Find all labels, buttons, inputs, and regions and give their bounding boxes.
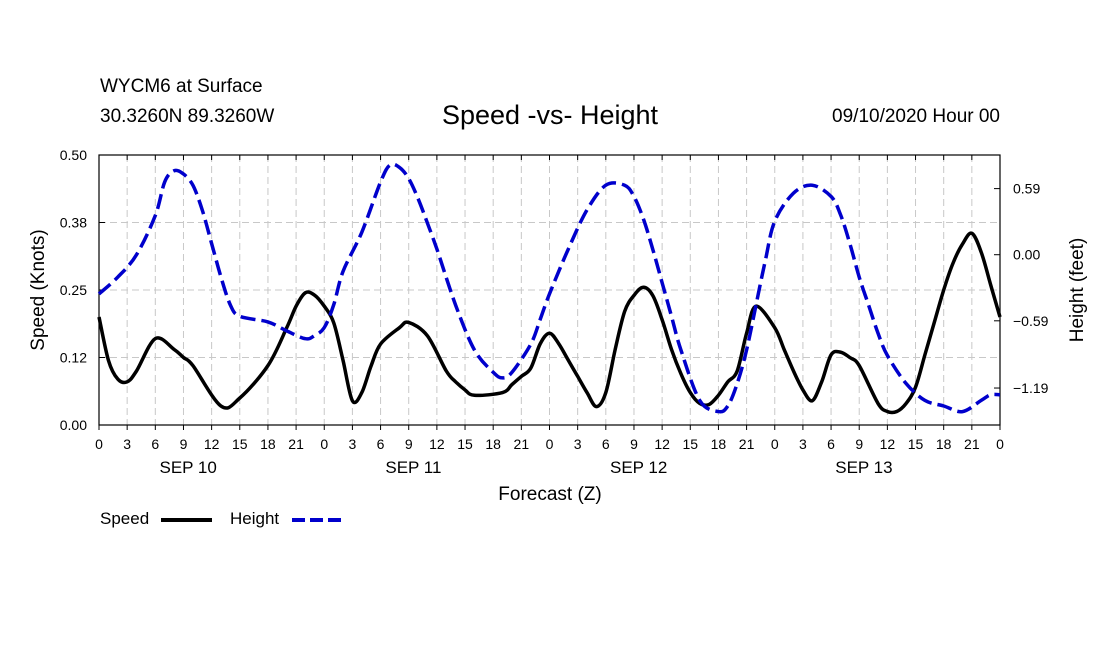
legend-speed-label: Speed [100, 509, 150, 528]
x-tick-label: 15 [232, 436, 248, 452]
x-tick-label: 9 [630, 436, 638, 452]
x-tick-label: 12 [654, 436, 670, 452]
day-label: SEP 12 [610, 458, 667, 477]
x-tick-label: 21 [964, 436, 980, 452]
y-left-tick-label: 0.25 [60, 282, 87, 298]
legend-height-label: Height [230, 509, 280, 528]
x-tick-label: 9 [405, 436, 413, 452]
y-left-tick-label: 0.12 [60, 350, 87, 366]
day-label: SEP 11 [385, 458, 441, 477]
x-tick-label: 3 [349, 436, 357, 452]
station-label: WYCM6 at Surface [100, 76, 263, 97]
x-tick-label: 18 [711, 436, 727, 452]
x-tick-label: 15 [457, 436, 473, 452]
x-tick-label: 9 [855, 436, 863, 452]
y-left-tick-label: 0.00 [60, 417, 87, 433]
x-tick-label: 12 [429, 436, 445, 452]
x-tick-label: 15 [908, 436, 924, 452]
plot-frame [98, 154, 1001, 426]
y-right-tick-label: −1.19 [1013, 380, 1049, 396]
y-left-tick-label: 0.38 [60, 215, 87, 231]
height-series-line [97, 162, 1001, 414]
y-left-tick-label: 0.50 [60, 147, 87, 163]
x-tick-label: 0 [771, 436, 779, 452]
x-tick-label: 21 [514, 436, 530, 452]
x-tick-label: 18 [936, 436, 952, 452]
axis-labels: Speed (Knots) Height (feet) Forecast (Z)… [28, 147, 1088, 505]
x-tick-label: 18 [260, 436, 276, 452]
axes [98, 154, 1001, 430]
x-tick-label: 15 [682, 436, 698, 452]
x-tick-label: 6 [377, 436, 385, 452]
day-label: SEP 13 [835, 458, 892, 477]
chart-title: Speed -vs- Height [0, 100, 1100, 131]
x-tick-label: 6 [602, 436, 610, 452]
y-axis-left-label: Speed (Knots) [28, 229, 49, 350]
x-tick-label: 12 [880, 436, 896, 452]
forecast-datetime: 09/10/2020 Hour 00 [832, 106, 1000, 127]
x-tick-label: 3 [574, 436, 582, 452]
speed-series-line [97, 231, 1002, 415]
x-tick-label: 9 [180, 436, 188, 452]
x-tick-label: 0 [320, 436, 328, 452]
x-tick-label: 3 [123, 436, 131, 452]
y-right-tick-label: 0.00 [1013, 247, 1040, 263]
y-right-tick-label: 0.59 [1013, 181, 1040, 197]
x-tick-label: 6 [151, 436, 159, 452]
day-label: SEP 10 [159, 458, 216, 477]
x-tick-label: 21 [739, 436, 755, 452]
x-axis-label: Forecast (Z) [498, 484, 601, 505]
y-axis-right-label: Height (feet) [1067, 238, 1088, 343]
x-tick-label: 0 [996, 436, 1004, 452]
x-tick-label: 0 [95, 436, 103, 452]
series [97, 162, 1002, 415]
x-tick-label: 18 [485, 436, 501, 452]
y-right-tick-label: −0.59 [1013, 313, 1049, 329]
chart-title-text: Speed -vs- Height [441, 100, 659, 130]
x-tick-label: 3 [799, 436, 807, 452]
x-tick-label: 12 [204, 436, 220, 452]
x-tick-label: 0 [546, 436, 554, 452]
coordinates-label: 30.3260N 89.3260W [100, 106, 275, 127]
x-tick-label: 21 [288, 436, 304, 452]
x-tick-label: 6 [827, 436, 835, 452]
